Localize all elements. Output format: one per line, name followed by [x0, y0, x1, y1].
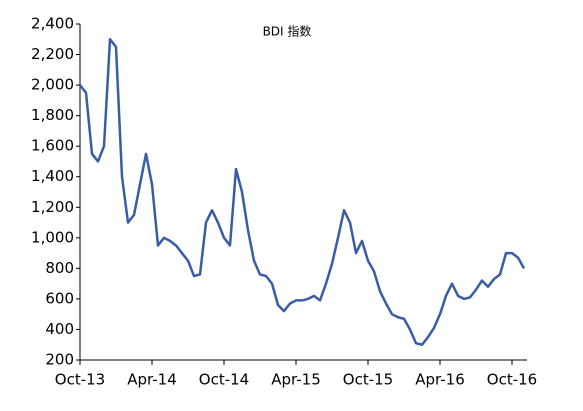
y-tick-label: 600 [45, 289, 74, 307]
y-tick-label: 1,400 [31, 167, 74, 185]
x-tick-label: Oct-16 [487, 371, 537, 389]
x-tick-label: Apr-14 [127, 371, 177, 389]
y-tick-label: 2,200 [31, 45, 74, 63]
y-tick-label: 2,000 [31, 76, 74, 94]
y-tick-label: 800 [45, 259, 74, 277]
y-tick-label: 2,400 [31, 15, 74, 33]
x-tick-label: Apr-16 [415, 371, 465, 389]
x-tick-label: Oct-13 [55, 371, 105, 389]
x-tick-label: Apr-15 [271, 371, 321, 389]
x-tick-label: Oct-15 [343, 371, 393, 389]
y-tick-label: 1,200 [31, 198, 74, 216]
y-tick-label: 1,600 [31, 137, 74, 155]
y-tick-label: 200 [45, 351, 74, 369]
y-tick-label: 400 [45, 320, 74, 338]
y-tick-label: 1,000 [31, 228, 74, 246]
line [79, 38, 526, 346]
x-tick-label: Oct-14 [199, 371, 249, 389]
chart-title: BDI 指数 [263, 24, 312, 39]
y-tick-label: 1,800 [31, 106, 74, 124]
